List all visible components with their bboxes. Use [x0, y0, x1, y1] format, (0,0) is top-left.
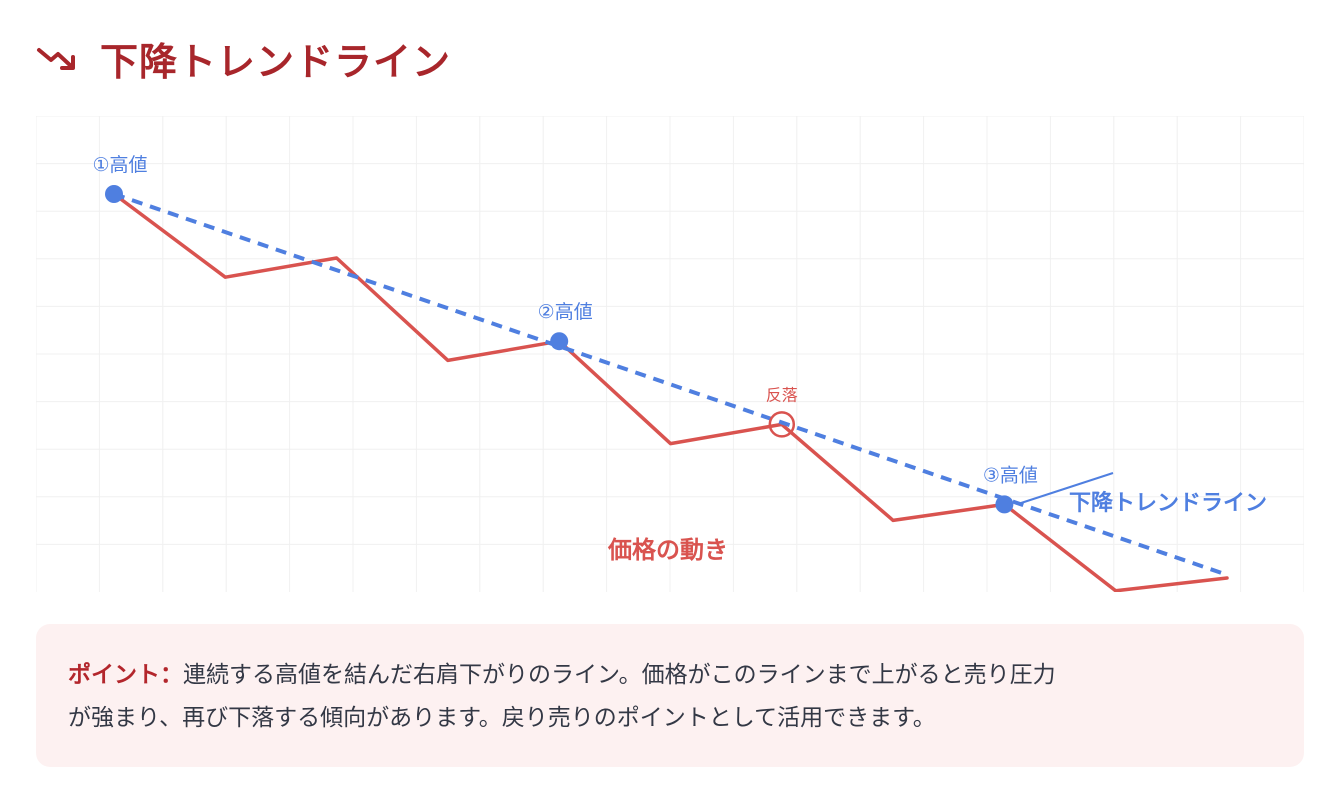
page-title: 下降トレンドライン	[36, 30, 451, 86]
point-label: ポイント：	[68, 662, 183, 688]
high-point-marker	[105, 185, 123, 203]
trendline-pointer	[1017, 472, 1114, 505]
trendline-chart: ①高値 ②高値反落 ③高値下降トレンドライン価格の動き	[36, 116, 1304, 592]
high-point-marker	[995, 495, 1014, 514]
trending-down-icon	[36, 43, 82, 73]
high-point-label: ①高値	[92, 154, 147, 176]
point-text-2: が強まり、再び下落する傾向があります。戻り売りのポイントとして活用できます。	[68, 705, 936, 731]
high-point-label: ③高値	[983, 464, 1038, 486]
point-callout: ポイント：連続する高値を結んだ右肩下がりのライン。価格がこのラインまで上がると売…	[36, 624, 1304, 767]
point-text-1: 連続する高値を結んだ右肩下がりのライン。価格がこのラインまで上がると売り圧力	[183, 662, 1056, 688]
price-line	[112, 192, 1229, 592]
price-series-label: 価格の動き	[607, 536, 728, 564]
trendline-label: 下降トレンドライン	[1069, 491, 1267, 516]
point-line-1: ポイント：連続する高値を結んだ右肩下がりのライン。価格がこのラインまで上がると売…	[68, 654, 1270, 697]
high-point-label: ②高値	[538, 301, 593, 323]
title-text: 下降トレンドライン	[100, 39, 452, 84]
rebound-marker	[768, 411, 796, 438]
downtrend-line	[113, 192, 1228, 577]
rebound-label: 反落	[766, 385, 798, 404]
high-point-marker	[550, 332, 569, 351]
